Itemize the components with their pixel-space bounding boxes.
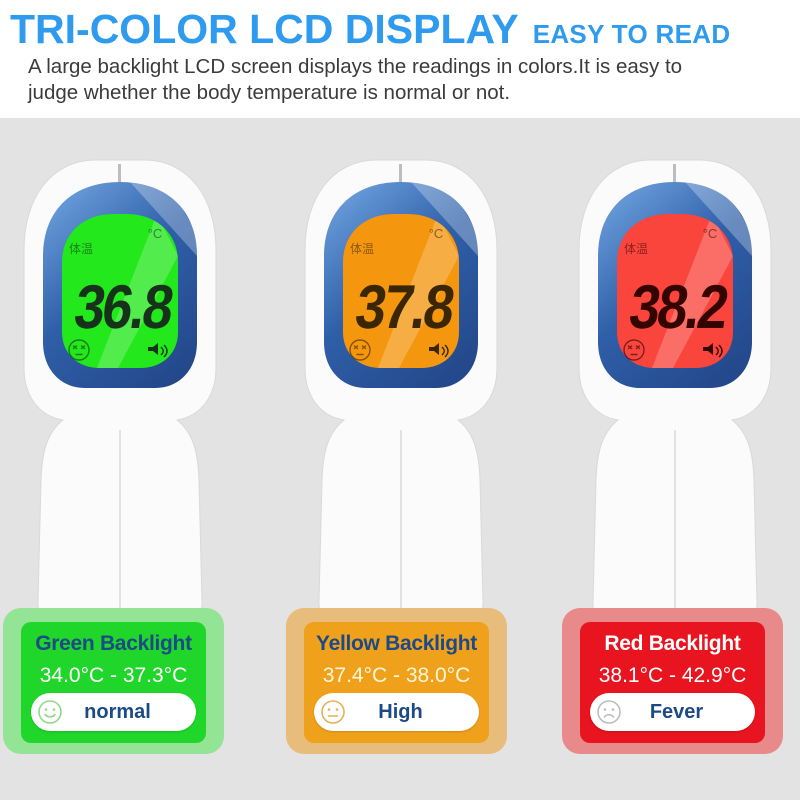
svg-text:37.8: 37.8	[351, 273, 457, 342]
svg-text:36.8: 36.8	[70, 273, 176, 342]
svg-text:体温: 体温	[624, 242, 648, 256]
svg-text:体温: 体温	[69, 242, 93, 256]
svg-text:°C: °C	[148, 226, 163, 241]
svg-text:38.2: 38.2	[625, 273, 731, 342]
svg-text:°C: °C	[703, 226, 718, 241]
svg-text:°C: °C	[429, 226, 444, 241]
svg-text:体温: 体温	[350, 242, 374, 256]
